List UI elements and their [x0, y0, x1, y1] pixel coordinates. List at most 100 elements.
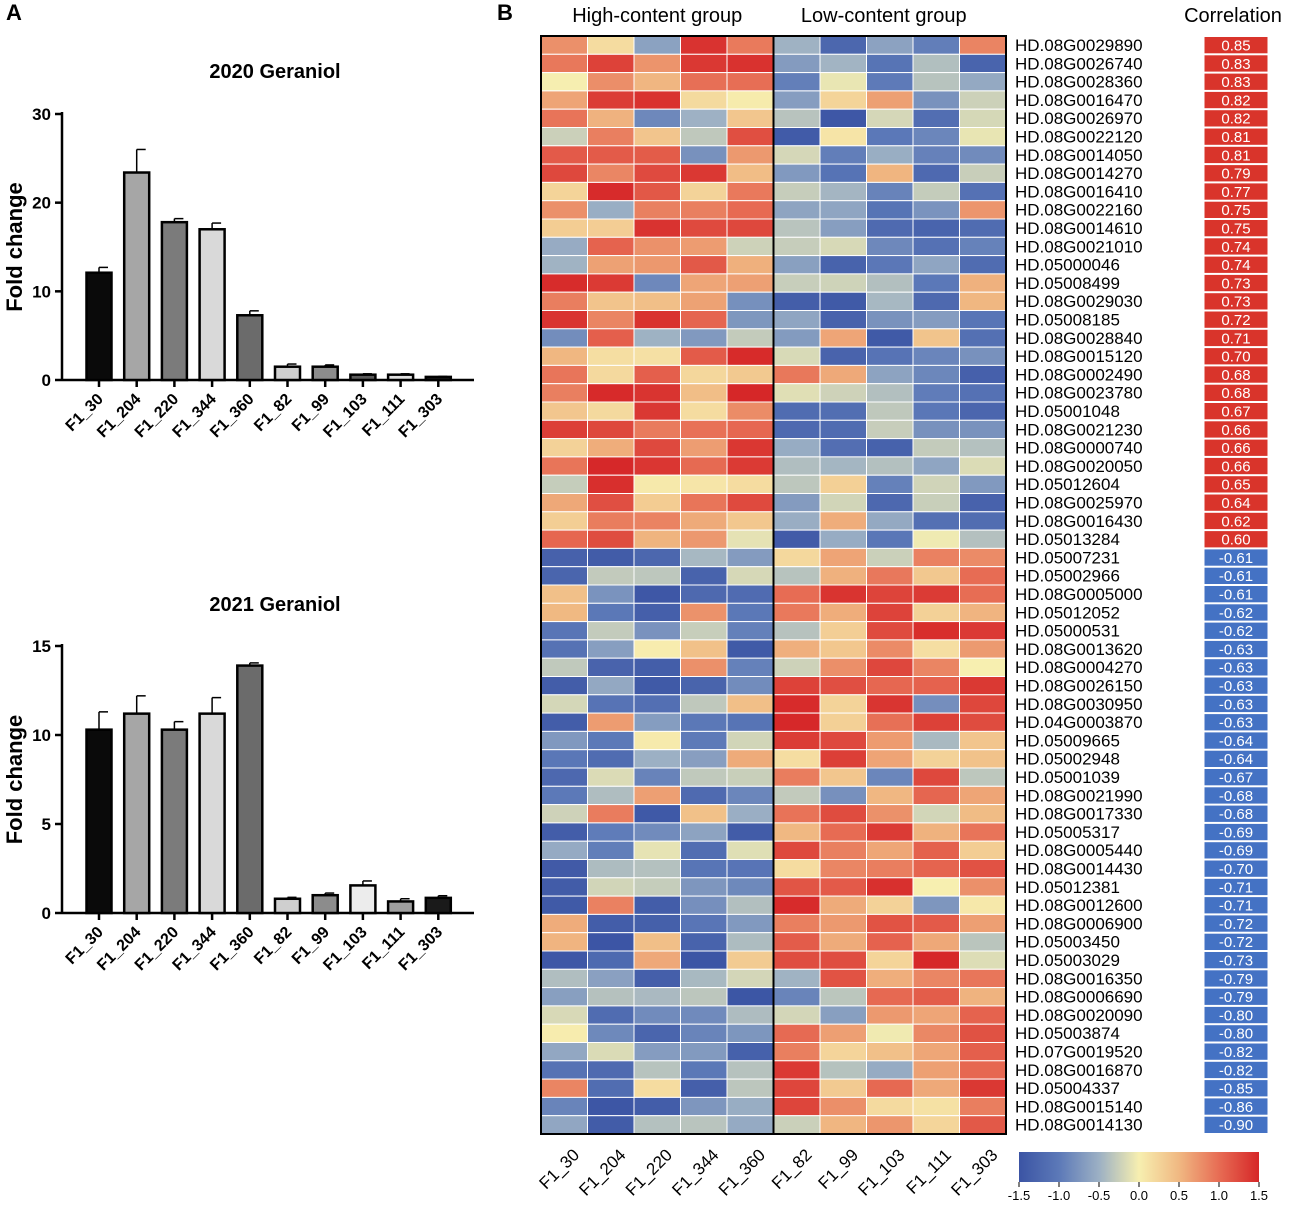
correlation-badge — [1203, 841, 1269, 860]
heatmap-cell — [959, 657, 1007, 678]
heatmap-cell — [959, 621, 1007, 641]
heatmap-cell — [540, 1078, 588, 1098]
heatmap-cell — [540, 913, 588, 934]
bar-f1-103 — [349, 884, 377, 915]
correlation-value: 0.68 — [1221, 367, 1250, 384]
heatmap-cell — [633, 1115, 681, 1135]
heatmap-cell — [587, 584, 635, 604]
heatmap-cell — [587, 822, 635, 842]
correlation-badge — [1203, 877, 1269, 897]
heatmap-cell — [773, 127, 821, 147]
heatmap-cell — [540, 602, 588, 623]
column-label: F1_303 — [947, 1145, 1001, 1199]
heatmap-cell — [959, 364, 1007, 385]
heatmap-cell — [633, 1060, 681, 1080]
gene-label: HD.08G0016430 — [1015, 512, 1143, 531]
correlation-value: -0.63 — [1219, 696, 1253, 713]
heatmap-cell — [912, 584, 960, 604]
heatmap-cell — [587, 1115, 635, 1135]
heatmap-cell — [773, 72, 821, 92]
bar-f1-344 — [198, 228, 226, 382]
heatmap-cell — [866, 657, 914, 678]
gene-label: HD.05008499 — [1015, 274, 1120, 293]
heatmap-cell — [633, 767, 681, 787]
heatmap-cell — [726, 108, 774, 128]
heatmap-cell — [726, 676, 774, 696]
heatmap-cell — [959, 859, 1007, 879]
bar-f1-303 — [424, 896, 453, 915]
heatmap-cell — [959, 108, 1007, 128]
heatmap-cell — [726, 291, 774, 312]
heatmap-cell — [959, 895, 1007, 915]
heatmap-cell — [959, 822, 1007, 842]
heatmap-cell — [866, 712, 914, 732]
correlation-value: 0.85 — [1221, 38, 1250, 55]
heatmap-cell — [819, 767, 867, 787]
heatmap-cell — [912, 145, 960, 165]
gene-label: HD.05001039 — [1015, 768, 1120, 787]
heatmap-cell — [912, 913, 960, 934]
heatmap-cell — [633, 822, 681, 842]
heatmap-cell — [959, 218, 1007, 238]
heatmap-cell — [912, 53, 960, 74]
heatmap-cell — [540, 730, 588, 751]
heatmap-cell — [726, 950, 774, 970]
heatmap-cell — [587, 676, 635, 696]
heatmap-cell — [587, 1023, 635, 1043]
heatmap-cell — [633, 749, 681, 769]
heatmap-cell — [912, 346, 960, 366]
heatmap-cell — [540, 163, 588, 183]
heatmap-cell — [959, 932, 1007, 952]
heatmap-cell — [959, 694, 1007, 714]
bar-f1-344 — [198, 712, 226, 915]
heatmap-cell — [959, 529, 1007, 549]
heatmap-cell — [587, 877, 635, 897]
heatmap-cell — [912, 419, 960, 440]
correlation-badge — [1203, 255, 1269, 274]
heatmap-cell — [633, 529, 681, 549]
heatmap-cell — [866, 108, 914, 128]
heatmap-cell — [912, 291, 960, 312]
gene-label: HD.05002966 — [1015, 567, 1120, 586]
panel-label-b: B — [497, 0, 513, 25]
heatmap-cell — [680, 877, 728, 897]
correlation-value: -0.67 — [1219, 770, 1253, 787]
heatmap-cell — [959, 913, 1007, 934]
heatmap-cell — [912, 987, 960, 1007]
heatmap-cell — [680, 621, 728, 641]
heatmap-cell — [866, 1060, 914, 1080]
heatmap-cell — [680, 950, 728, 970]
gene-label: HD.05003029 — [1015, 951, 1120, 970]
heatmap-cell — [819, 1005, 867, 1025]
correlation-value: -0.63 — [1219, 660, 1253, 677]
gene-label: HD.08G0016410 — [1015, 182, 1143, 201]
correlation-badge — [1203, 511, 1269, 531]
heatmap-cell — [866, 273, 914, 293]
heatmap-cell — [912, 328, 960, 348]
heatmap-cell — [633, 255, 681, 275]
gene-label: HD.08G0006900 — [1015, 914, 1143, 933]
y-tick-label: 5 — [42, 815, 51, 834]
heatmap-cell — [633, 218, 681, 238]
heatmap-cell — [726, 877, 774, 897]
heatmap-cell — [773, 676, 821, 696]
heatmap-cell — [680, 1023, 728, 1043]
heatmap-cell — [633, 968, 681, 989]
heatmap-cell — [633, 657, 681, 678]
heatmap-cell — [773, 35, 821, 55]
heatmap-cell — [680, 566, 728, 586]
correlation-badge — [1203, 328, 1269, 348]
gene-label: HD.08G0016470 — [1015, 91, 1143, 110]
heatmap-cell — [680, 822, 728, 842]
heatmap-cell — [819, 310, 867, 330]
heatmap-cell — [866, 1023, 914, 1043]
heatmap-cell — [680, 1042, 728, 1062]
heatmap-cell — [540, 712, 588, 732]
heatmap-cell — [540, 694, 588, 714]
heatmap-cell — [587, 419, 635, 440]
heatmap-cell — [866, 511, 914, 531]
heatmap-cell — [680, 383, 728, 403]
heatmap-cell — [726, 712, 774, 732]
heatmap-cell — [540, 108, 588, 128]
heatmap-cell — [866, 438, 914, 458]
